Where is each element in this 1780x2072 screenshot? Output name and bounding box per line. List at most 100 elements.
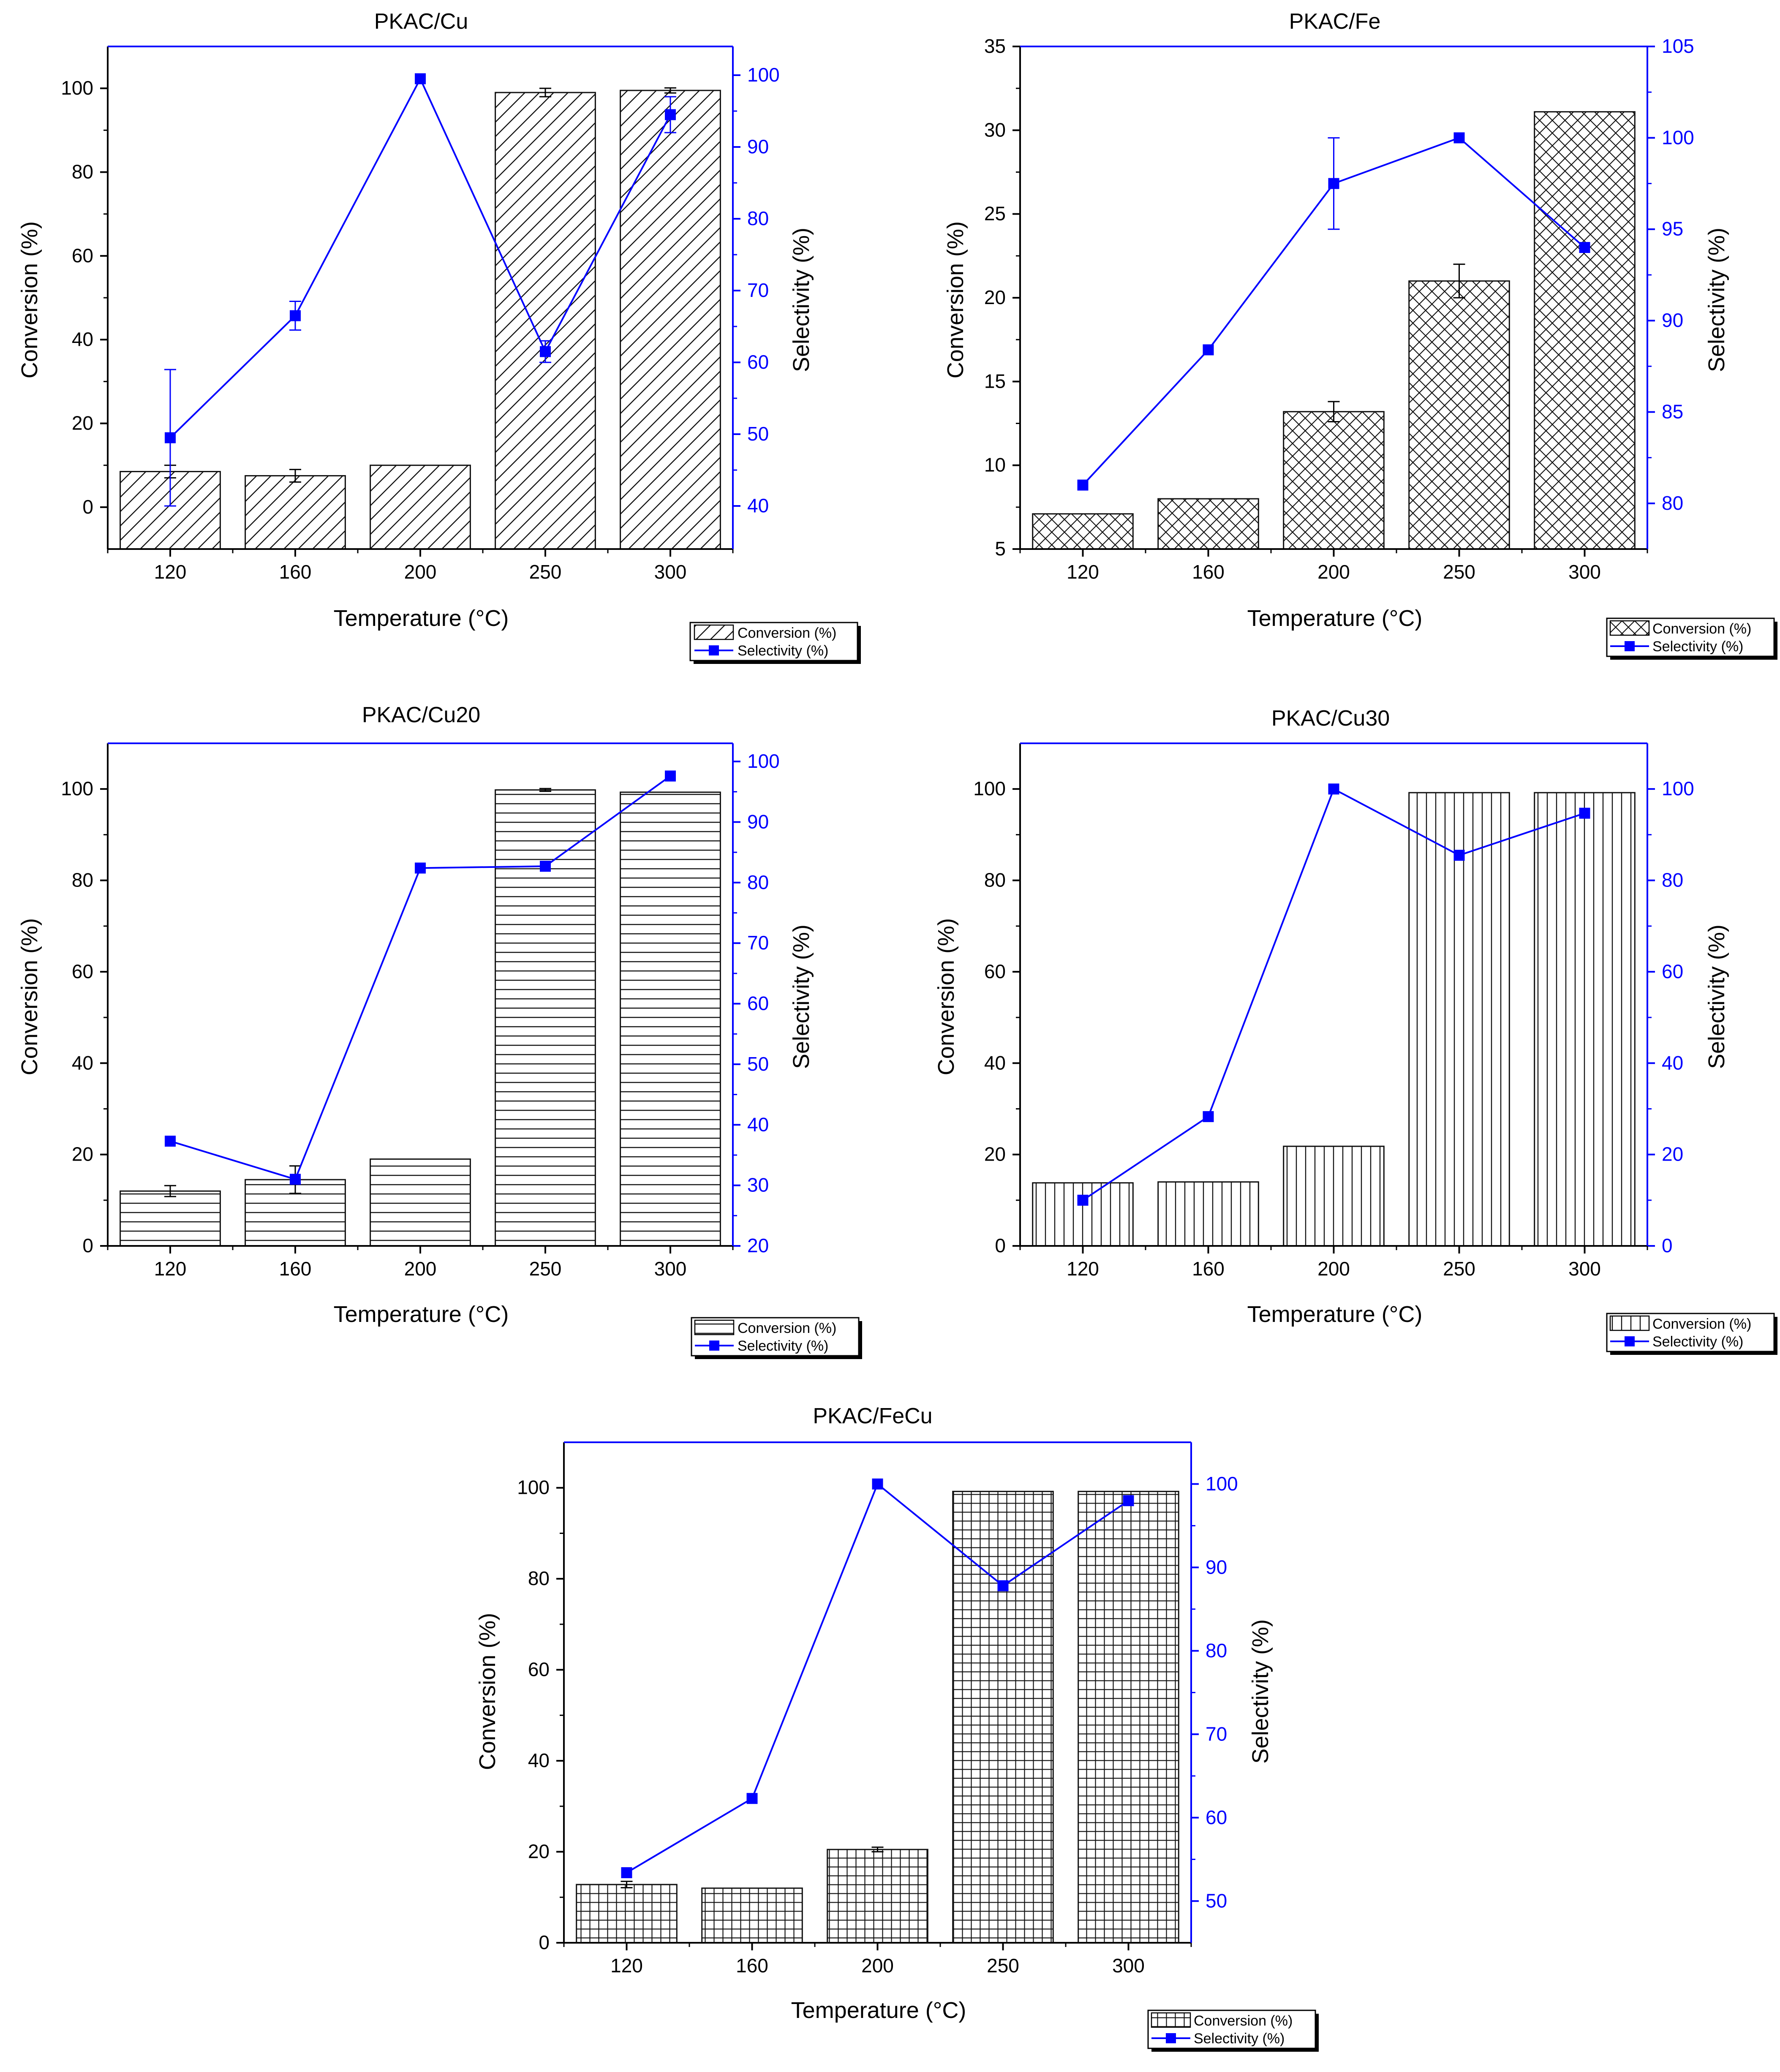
x-axis-label: Temperature (°C) (334, 1302, 509, 1327)
selectivity-point (540, 346, 551, 357)
x-tick-label: 200 (404, 561, 437, 583)
y-tick-label: 25 (984, 203, 1006, 225)
x-tick-label: 160 (279, 561, 312, 583)
legend-bar-swatch (1609, 1315, 1650, 1331)
y-tick-label: 100 (517, 1477, 550, 1498)
y-tick-label: 100 (61, 778, 93, 799)
x-axis-label: Temperature (°C) (1247, 1302, 1423, 1327)
y2-tick-label: 70 (1206, 1723, 1227, 1745)
selectivity-line-layer (1077, 783, 1590, 1206)
y2-tick-label: 40 (747, 495, 769, 517)
chart-panel-fecu: PKAC/FeCu Temperature (°C) Conversion (%… (475, 1404, 1319, 2052)
y2-tick-label: 100 (747, 750, 780, 772)
y-tick-label: 10 (984, 454, 1006, 476)
y-tick-label: 20 (984, 1143, 1006, 1165)
x-tick-label: 300 (654, 561, 687, 583)
legend: Conversion (%) Selectivity (%) (689, 622, 861, 664)
y2-tick-label: 40 (1662, 1052, 1683, 1074)
legend-line-marker (1625, 1336, 1635, 1346)
x-tick-label: 200 (1317, 1258, 1350, 1280)
bar-conversion (1408, 280, 1510, 550)
bar-conversion (1534, 792, 1636, 1247)
x-axis-label: Temperature (°C) (334, 606, 509, 631)
bars-layer (1032, 111, 1636, 550)
y2-tick-label: 100 (1662, 126, 1694, 148)
legend: Conversion (%) Selectivity (%) (1606, 1313, 1777, 1355)
y2-tick-label: 70 (747, 932, 769, 954)
y-tick-label: 80 (528, 1567, 550, 1589)
y-tick-label: 60 (528, 1659, 550, 1680)
y-tick-label: 100 (61, 77, 93, 99)
y2-axis-label: Selectivity (%) (1704, 925, 1729, 1069)
y2-tick-label: 50 (747, 423, 769, 445)
bar-conversion (495, 92, 596, 550)
bars-layer (120, 789, 721, 1247)
y2-tick-label: 40 (747, 1113, 769, 1135)
y-tick-label: 0 (995, 1234, 1006, 1256)
bar-conversion (1283, 411, 1385, 550)
legend-label-conversion: Conversion (%) (1194, 2013, 1293, 2029)
y-tick-label: 20 (72, 412, 93, 434)
selectivity-line-layer (1077, 132, 1590, 491)
chart-title: PKAC/Cu20 (362, 703, 480, 727)
x-tick-label: 160 (279, 1258, 312, 1280)
selectivity-line-layer (165, 770, 676, 1185)
selectivity-point (1203, 344, 1214, 356)
bar-conversion (495, 789, 596, 1247)
y2-tick-label: 105 (1662, 35, 1694, 57)
y2-tick-label: 80 (1206, 1640, 1227, 1661)
x-tick-label: 200 (861, 1955, 894, 1977)
y2-tick-label: 90 (1662, 309, 1683, 331)
x-tick-label: 250 (987, 1955, 1019, 1977)
selectivity-line-layer (164, 73, 676, 507)
legend-label-selectivity: Selectivity (%) (1652, 1334, 1743, 1350)
y2-axis-label: Selectivity (%) (1248, 1619, 1273, 1764)
x-tick-label: 300 (654, 1258, 687, 1280)
y2-tick-label: 30 (747, 1174, 769, 1196)
selectivity-point (1579, 242, 1590, 253)
y2-tick-label: 60 (1206, 1806, 1227, 1828)
selectivity-point (290, 1174, 301, 1185)
bar-conversion (370, 465, 471, 550)
bar-conversion (1534, 111, 1636, 550)
bar-conversion (1157, 1181, 1259, 1247)
legend-line-marker (709, 1341, 719, 1351)
chart-title: PKAC/FeCu (813, 1404, 932, 1428)
bar-conversion (701, 1887, 803, 1944)
bars-layer (576, 1490, 1179, 1944)
y2-axis-label: Selectivity (%) (1704, 228, 1729, 372)
y-axis-label: Conversion (%) (475, 1613, 500, 1770)
y-tick-label: 5 (995, 538, 1006, 560)
bar-conversion (620, 90, 721, 550)
y2-tick-label: 80 (1662, 492, 1683, 514)
bar-conversion (1078, 1490, 1179, 1944)
legend-label-conversion: Conversion (%) (1652, 621, 1751, 637)
y2-tick-label: 95 (1662, 218, 1683, 240)
selectivity-point (872, 1478, 883, 1490)
y2-tick-label: 100 (747, 64, 780, 86)
legend-line-marker (1166, 2033, 1176, 2043)
selectivity-point (415, 73, 426, 84)
y-tick-label: 0 (539, 1931, 550, 1953)
selectivity-line-layer (621, 1478, 1134, 1879)
y-axis-label: Conversion (%) (943, 221, 968, 378)
chart-title: PKAC/Cu30 (1271, 706, 1390, 731)
legend-label-selectivity: Selectivity (%) (1194, 2031, 1285, 2047)
x-tick-label: 250 (529, 561, 562, 583)
y2-tick-label: 90 (1206, 1556, 1227, 1578)
selectivity-point (621, 1867, 632, 1879)
y-tick-label: 40 (528, 1749, 550, 1771)
y2-tick-label: 60 (1662, 960, 1683, 982)
bar-conversion (576, 1884, 678, 1944)
chart-panel-fe: PKAC/Fe Temperature (°C) Conversion (%) … (943, 9, 1777, 660)
y2-tick-label: 50 (747, 1053, 769, 1075)
chart-panel-cu30: PKAC/Cu30 Temperature (°C) Conversion (%… (934, 706, 1777, 1355)
y2-tick-label: 60 (747, 351, 769, 373)
x-tick-label: 160 (1192, 561, 1225, 583)
axes-layer: 0 20 40 60 80 100 20 30 40 50 60 70 80 90 100 120 160 200… (61, 742, 780, 1280)
bar-conversion (952, 1490, 1054, 1944)
y2-tick-label: 20 (747, 1234, 769, 1256)
y-tick-label: 40 (72, 1052, 93, 1074)
chart-title: PKAC/Cu (374, 9, 468, 34)
y2-tick-label: 90 (747, 810, 769, 832)
